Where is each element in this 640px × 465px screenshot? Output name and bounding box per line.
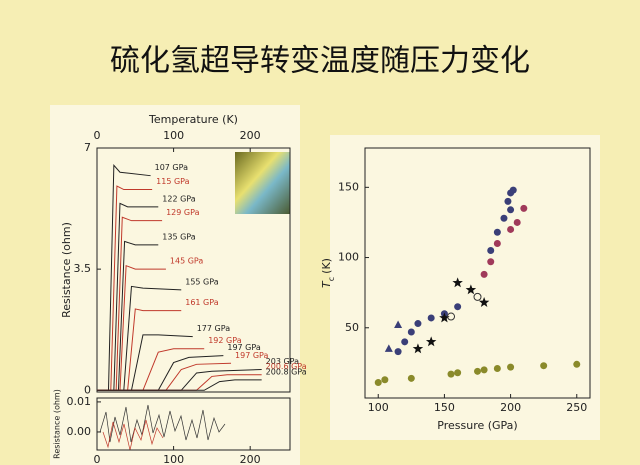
point xyxy=(493,228,501,236)
point xyxy=(447,370,455,378)
point xyxy=(480,270,488,278)
curve-label: 122 GPa xyxy=(162,194,195,203)
point xyxy=(407,374,415,382)
y-tick-label: 150 xyxy=(338,180,359,193)
point xyxy=(454,369,462,377)
point xyxy=(509,186,517,194)
star-point xyxy=(412,343,424,354)
point xyxy=(487,258,495,266)
star-point xyxy=(425,336,437,347)
curve-label: 115 GPa xyxy=(156,177,189,186)
point xyxy=(507,206,515,214)
curve-label: 161 GPa xyxy=(185,298,218,307)
y-tick-label: 50 xyxy=(345,321,359,334)
point xyxy=(414,320,422,328)
point xyxy=(493,365,501,373)
y-axis-label: Resistance (ohm) xyxy=(53,389,62,459)
point xyxy=(520,204,528,212)
star-point xyxy=(439,312,450,323)
point xyxy=(507,363,515,371)
plot-frame xyxy=(364,147,591,399)
point xyxy=(474,367,481,375)
curve-label: 155 GPa xyxy=(185,277,218,286)
point xyxy=(401,338,409,346)
y-label-symbol: T xyxy=(320,280,333,288)
x-tick-label: 200 xyxy=(240,453,261,465)
star-point xyxy=(465,284,477,295)
point xyxy=(454,303,462,311)
y-tick-label: 0 xyxy=(84,383,91,396)
star-point xyxy=(478,296,490,307)
x-tick-label: 0 xyxy=(94,129,101,142)
curve-label: 135 GPa xyxy=(162,232,195,241)
point xyxy=(504,197,512,205)
point xyxy=(374,379,382,387)
point xyxy=(487,247,495,255)
curve-label: 197 GPa xyxy=(235,351,268,360)
noise-trace xyxy=(99,404,226,443)
right-panel xyxy=(330,135,600,440)
point xyxy=(513,218,521,226)
point xyxy=(427,314,435,322)
y-axis-label: Tc (K) xyxy=(320,258,336,288)
curve-label: 129 GPa xyxy=(166,208,199,217)
x-tick-label: 150 xyxy=(434,401,455,414)
curve-label: 200.8 GPa xyxy=(266,367,307,376)
y-axis-label: Resistance (ohm) xyxy=(60,222,73,318)
x-tick-label: 100 xyxy=(163,129,184,142)
point xyxy=(480,366,488,374)
curve-label: 203 GPa xyxy=(266,357,299,366)
curve-label: 145 GPa xyxy=(170,257,203,266)
x-tick-label: 100 xyxy=(163,453,184,465)
x-axis-label: Temperature (K) xyxy=(148,113,238,126)
curve-label: 107 GPa xyxy=(155,163,188,172)
curve-label: 177 GPa xyxy=(197,324,230,333)
point xyxy=(573,360,581,368)
curve-label: 197 GPa xyxy=(227,343,260,352)
y-tick-label: 0.01 xyxy=(67,395,92,408)
x-tick-label: 100 xyxy=(368,401,389,414)
star-point xyxy=(452,277,463,288)
open-point xyxy=(473,292,482,301)
x-tick-label: 200 xyxy=(240,129,261,142)
x-tick-label: 250 xyxy=(566,401,587,414)
x-axis-label: Pressure (GPa) xyxy=(437,419,517,432)
point xyxy=(407,328,415,336)
point xyxy=(540,362,548,370)
y-tick-label: 3.5 xyxy=(74,262,92,275)
curve-label: 200.6 GPa xyxy=(266,362,307,371)
point xyxy=(394,348,402,356)
plot-frame xyxy=(96,147,291,393)
point xyxy=(500,214,508,222)
photo xyxy=(235,152,290,214)
y-tick-label: 0.00 xyxy=(67,425,92,438)
open-point xyxy=(447,312,456,321)
curve-label: 192 GPa xyxy=(208,336,241,345)
point xyxy=(381,376,389,384)
noise-trace xyxy=(102,419,164,451)
point xyxy=(493,240,501,248)
y-tick-label: 7 xyxy=(84,141,91,154)
point xyxy=(507,225,515,233)
slide-title: 硫化氢超导转变温度随压力变化 xyxy=(110,44,530,79)
x-tick-label: 200 xyxy=(500,401,521,414)
triangle-point xyxy=(384,344,393,352)
y-tick-label: 100 xyxy=(338,251,359,264)
y-label-unit: (K) xyxy=(320,258,333,274)
x-tick-label: 0 xyxy=(94,453,101,465)
plot-frame xyxy=(96,397,291,451)
triangle-point xyxy=(394,320,403,328)
y-label-sub: c xyxy=(327,277,336,281)
curve xyxy=(97,379,262,391)
